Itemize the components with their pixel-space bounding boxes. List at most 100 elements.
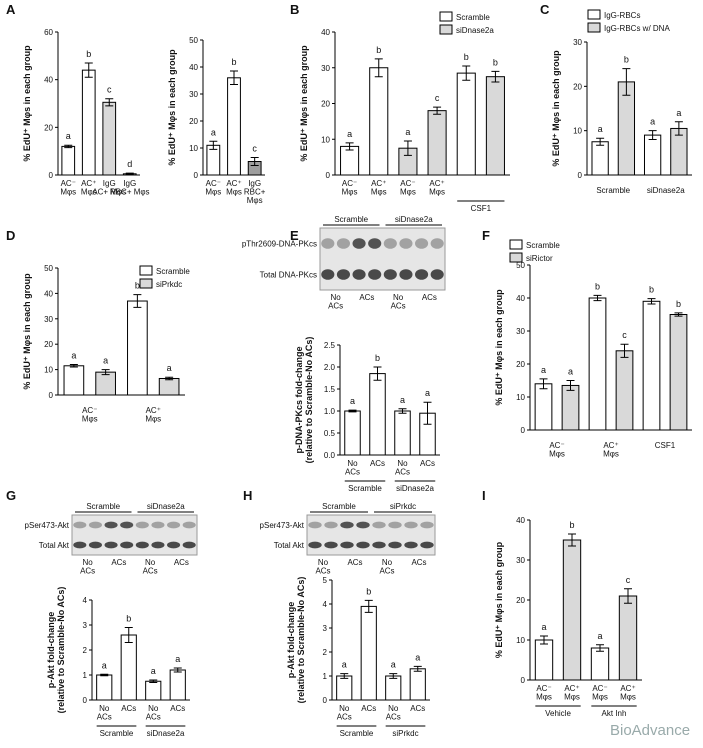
blot-band [324,521,338,529]
x-tick-label: AC⁺ Mφs [564,684,580,701]
blot-band [420,521,434,529]
error-bar [624,588,632,604]
error-bar [403,140,412,156]
blot-lane-label: No ACs [379,558,394,575]
bar [102,101,117,176]
significance-letter: a [342,660,347,670]
blot-band [104,541,118,549]
significance-letter: a [167,363,172,373]
y-tick-label: 20 [573,82,582,91]
bar [369,67,389,176]
error-bar [165,376,174,381]
y-tick-label: 50 [189,36,198,45]
group-label: Scramble [340,729,374,738]
y-tick-label: 40 [516,516,525,525]
blot-band [120,541,134,549]
blot-band [120,521,134,529]
blot-band [356,541,370,549]
significance-letter: b [126,614,131,624]
blot-band [352,238,366,249]
error-bar [647,298,656,305]
y-tick-label: 10 [44,366,53,375]
y-tick-label: 50 [516,261,525,270]
blot-band [383,269,397,280]
significance-letter: b [569,520,574,530]
bar [590,647,610,681]
significance-letter: a [425,388,430,398]
bar [169,669,186,701]
error-bar [674,312,683,317]
y-tick-label: 0 [578,171,583,180]
y-axis-label: % EdU⁺ Mφs in each group [494,289,504,406]
blot-band [167,521,181,529]
y-tick-label: 30 [321,64,330,73]
legend-swatch [139,278,153,289]
y-tick-label: 2.0 [324,363,336,372]
blot-lane-label: No ACs [391,293,406,310]
blot-band [151,521,165,529]
significance-letter: c [252,143,257,153]
blot-band [388,521,402,529]
bar [534,383,553,431]
panel-label: E [290,228,299,243]
significance-letter: a [400,395,405,405]
legend-label: Scramble [526,241,560,250]
blot-lane-label: ACs [111,558,126,567]
y-tick-label: 10 [516,393,525,402]
blot-lane-label: No ACs [315,558,330,575]
bar [227,77,241,176]
blot-band [73,521,87,529]
y-tick-label: 0 [49,171,54,180]
y-tick-label: 30 [516,327,525,336]
y-tick-label: 20 [516,596,525,605]
group-label: siDnase2a [647,186,685,195]
x-tick-label: No ACs [395,459,410,476]
blot-band [404,521,418,529]
bar [340,145,360,176]
bar [409,668,426,701]
y-tick-label: 2 [323,648,328,657]
bar [81,69,96,176]
significance-letter: b [375,353,380,363]
bar [588,297,607,431]
blot-band [151,541,165,549]
significance-letter: b [624,55,629,65]
y-axis-label: % EdU⁺ Mφs in each group [22,45,32,162]
y-tick-label: 30 [573,38,582,47]
x-tick-label: AC⁺ Mφs [620,684,636,701]
bar [63,365,85,396]
x-tick-label: ACs [361,704,376,713]
y-tick-label: 0 [49,391,54,400]
blot-band [430,269,444,280]
panel-label: H [243,488,252,503]
blot-band [104,521,118,529]
blot-band [340,521,354,529]
blot-band [88,521,102,529]
error-bar [149,679,158,683]
x-tick-label: AC⁺ Mφs [429,179,445,196]
bar [562,539,582,681]
error-bar [345,142,354,151]
blot-band [399,269,413,280]
blot-row-label: pSer473-Akt [25,521,70,530]
x-tick-label: IgG RBC+ Mφs [110,179,150,196]
blot-group-label: siDnase2a [147,502,185,511]
error-bar [133,294,142,308]
error-bar [374,58,383,78]
significance-letter: b [231,57,236,67]
y-tick-label: 0 [194,171,199,180]
y-tick-label: 10 [189,144,198,153]
y-tick-label: 30 [516,556,525,565]
legend-label: IgG-RBCs w/ DNA [604,24,670,33]
significance-letter: a [598,124,603,134]
significance-letter: a [541,622,546,632]
blot-row-label: Total Akt [274,541,305,550]
significance-letter: b [493,57,498,67]
bar [344,410,361,456]
error-bar [568,533,576,547]
panel-label: G [6,488,16,503]
bar [61,145,76,176]
significance-letter: a [151,666,156,676]
blot-row-label: Total Akt [39,541,70,550]
error-bar [596,644,604,652]
